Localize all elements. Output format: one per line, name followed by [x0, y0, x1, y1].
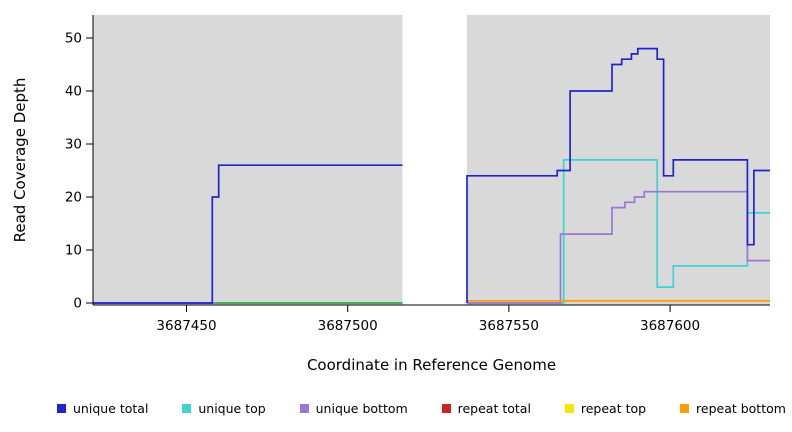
- legend-swatch-unique-total-icon: [57, 404, 66, 413]
- legend-label-unique-bottom: unique bottom: [315, 401, 408, 416]
- legend-item-unique-bottom: unique bottom: [299, 401, 408, 416]
- legend-swatch-unique-bottom-icon: [299, 404, 309, 413]
- x-axis-title: Coordinate in Reference Genome: [306, 356, 557, 374]
- series-line-unique-total: [466, 47, 770, 303]
- x-tick-label: 3687500: [318, 318, 378, 334]
- legend-label-unique-top: unique top: [198, 401, 266, 416]
- legend: unique total unique top unique bottom re…: [0, 401, 792, 416]
- legend-swatch-repeat-bottom-icon: [680, 404, 690, 413]
- legend-label-repeat-total: repeat total: [457, 401, 531, 416]
- legend-item-unique-top: unique top: [182, 401, 266, 416]
- legend-item-repeat-total: repeat total: [441, 401, 531, 416]
- series-line-unique-bottom: [467, 190, 770, 304]
- legend-label-repeat-top: repeat top: [580, 401, 647, 416]
- y-tick-label: 20: [65, 190, 82, 206]
- series-line-unique-total: [93, 164, 403, 304]
- y-tick-label: 40: [65, 84, 82, 100]
- legend-label-repeat-bottom: repeat bottom: [696, 401, 786, 416]
- y-axis-title: Read Coverage Depth: [11, 77, 29, 243]
- coverage-gap-region: [402, 15, 467, 305]
- x-tick-label: 3687450: [156, 318, 216, 334]
- legend-swatch-repeat-top-icon: [564, 404, 574, 413]
- legend-swatch-repeat-total-icon: [441, 404, 451, 413]
- legend-item-repeat-top: repeat top: [564, 401, 647, 416]
- y-tick-label: 0: [73, 296, 82, 312]
- y-tick-label: 30: [65, 137, 82, 153]
- x-tick-label: 3687550: [479, 318, 539, 334]
- legend-item-unique-total: unique total: [57, 401, 148, 416]
- y-tick-label: 10: [65, 243, 82, 259]
- legend-label-unique-total: unique total: [73, 401, 149, 416]
- legend-item-repeat-bottom: repeat bottom: [680, 401, 786, 416]
- x-tick-label: 3687600: [640, 318, 700, 334]
- legend-swatch-unique-top-icon: [182, 404, 192, 413]
- y-tick-label: 50: [65, 31, 82, 47]
